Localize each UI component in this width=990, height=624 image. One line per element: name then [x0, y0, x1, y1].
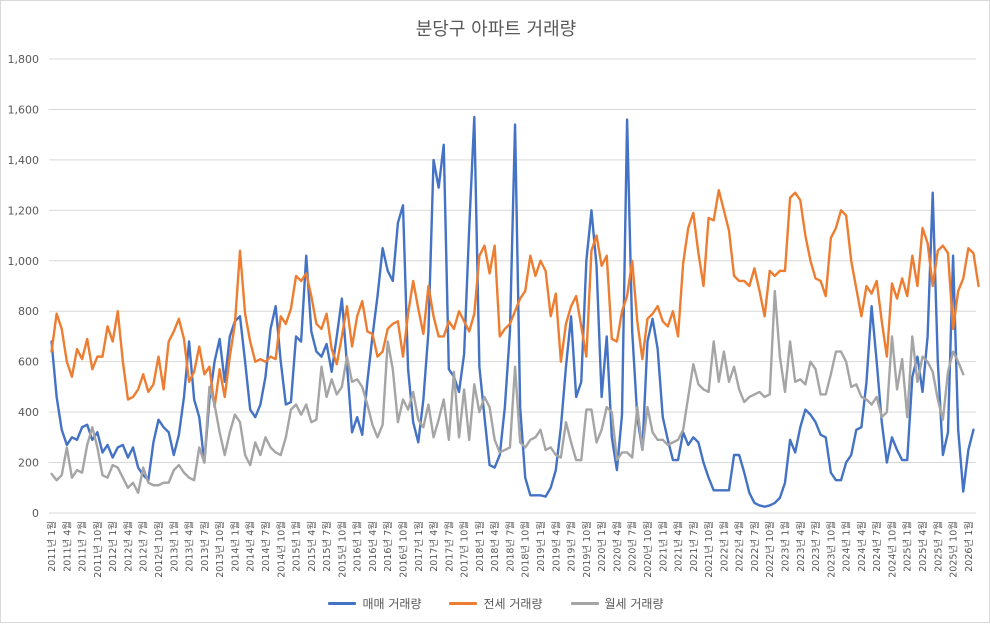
y-tick-label: 800	[18, 305, 39, 318]
x-tick-label: 2013년 1월	[168, 521, 180, 572]
x-tick-label: 2011년 10월	[92, 521, 104, 578]
x-tick-label: 2022년 10월	[764, 521, 776, 578]
x-tick-label: 2012년 10월	[153, 521, 165, 578]
x-tick-label: 2020년 4월	[611, 521, 623, 572]
x-tick-label: 2016년 4월	[367, 521, 379, 572]
legend-swatch	[328, 602, 357, 605]
x-tick-label: 2019년 7월	[566, 521, 578, 572]
x-tick-label: 2015년 1월	[291, 521, 303, 572]
series-line-2	[50, 289, 965, 495]
x-axis: 2011년 1월 2011년 4월 2011년 7월 2011년 10월 2012년 1…	[46, 521, 975, 578]
legend: 매매 거래량 전세 거래량 월세 거래량	[1, 595, 990, 612]
x-tick-label: 2014년 1월	[229, 521, 241, 572]
x-tick-label: 2020년 1월	[596, 521, 608, 572]
x-tick-label: 2017년 10월	[459, 521, 471, 578]
y-tick-label: 1,200	[8, 204, 40, 217]
legend-label: 매매 거래량	[362, 597, 422, 611]
x-tick-label: 2021년 1월	[657, 521, 669, 572]
series-line-1	[50, 188, 980, 409]
y-tick-label: 1,600	[8, 103, 40, 116]
y-tick-label: 1,400	[8, 154, 40, 167]
series-line-0	[50, 115, 975, 508]
x-tick-label: 2013년 10월	[214, 521, 226, 578]
x-tick-label: 2013년 7월	[199, 521, 211, 572]
legend-swatch	[570, 602, 599, 605]
x-tick-label: 2013년 4월	[184, 521, 196, 572]
x-tick-label: 2026년 1월	[963, 521, 975, 572]
x-tick-label: 2012년 7월	[138, 521, 150, 572]
x-tick-label: 2011년 4월	[61, 521, 73, 572]
x-tick-label: 2011년 7월	[77, 521, 89, 572]
x-tick-label: 2024년 10월	[886, 521, 898, 578]
x-tick-label: 2016년 10월	[397, 521, 409, 578]
chart-title: 분당구 아파트 거래량	[415, 19, 577, 40]
x-tick-label: 2014년 4월	[245, 521, 257, 572]
x-tick-label: 2015년 7월	[321, 521, 333, 572]
x-tick-label: 2023년 1월	[779, 521, 791, 572]
y-tick-label: 1,000	[8, 255, 40, 268]
x-tick-label: 2022년 7월	[749, 521, 761, 572]
x-tick-label: 2024년 1월	[841, 521, 853, 572]
x-tick-label: 2018년 7월	[504, 521, 516, 572]
x-tick-label: 2025년 10월	[948, 521, 960, 578]
legend-swatch	[449, 602, 478, 605]
legend-item-2: 월세 거래량	[570, 595, 664, 612]
x-tick-label: 2014년 7월	[260, 521, 272, 572]
x-tick-label: 2025년 4월	[917, 521, 929, 572]
x-tick-label: 2015년 4월	[306, 521, 318, 572]
x-tick-label: 2019년 4월	[550, 521, 562, 572]
gridlines	[49, 58, 976, 514]
y-tick-label: 200	[18, 457, 39, 470]
x-tick-label: 2017년 1월	[413, 521, 425, 572]
y-tick-label: 0	[32, 507, 39, 520]
x-tick-label: 2017년 7월	[443, 521, 455, 572]
x-tick-label: 2019년 10월	[581, 521, 593, 578]
x-tick-label: 2019년 1월	[535, 521, 547, 572]
legend-label: 월세 거래량	[604, 597, 664, 611]
x-tick-label: 2023년 4월	[795, 521, 807, 572]
x-tick-label: 2015년 10월	[336, 521, 348, 578]
x-tick-label: 2025년 1월	[902, 521, 914, 572]
x-tick-label: 2018년 4월	[489, 521, 501, 572]
x-tick-label: 2023년 7월	[810, 521, 822, 572]
x-tick-label: 2014년 10월	[275, 521, 287, 578]
x-tick-label: 2024년 4월	[856, 521, 868, 572]
x-tick-label: 2021년 4월	[673, 521, 685, 572]
x-tick-label: 2020년 10월	[642, 521, 654, 578]
x-tick-label: 2018년 10월	[520, 521, 532, 578]
x-tick-label: 2016년 7월	[382, 521, 394, 572]
y-tick-label: 600	[18, 356, 39, 369]
x-tick-label: 2023년 10월	[825, 521, 837, 578]
x-tick-label: 2011년 1월	[46, 521, 58, 572]
x-tick-label: 2025년 7월	[932, 521, 944, 572]
x-tick-label: 2012년 4월	[122, 521, 134, 572]
x-tick-label: 2022년 1월	[718, 521, 730, 572]
legend-item-0: 매매 거래량	[328, 595, 421, 612]
y-axis: 0 200 400 600 800 1,000 1,200 1,400 1,600 1,800	[8, 53, 40, 520]
x-tick-label: 2021년 7월	[688, 521, 700, 572]
x-tick-label: 2022년 4월	[734, 521, 746, 572]
x-tick-label: 2024년 7월	[871, 521, 883, 572]
x-tick-label: 2017년 4월	[428, 521, 440, 572]
y-tick-label: 1,800	[8, 53, 40, 66]
x-tick-label: 2021년 10월	[703, 521, 715, 578]
legend-item-1: 전세 거래량	[449, 595, 543, 612]
x-tick-label: 2020년 7월	[627, 521, 639, 572]
x-tick-label: 2012년 1월	[107, 521, 119, 572]
series-lines	[50, 115, 980, 508]
y-tick-label: 400	[18, 406, 39, 419]
legend-label: 전세 거래량	[483, 597, 543, 611]
x-tick-label: 2018년 1월	[474, 521, 486, 572]
x-tick-label: 2016년 1월	[352, 521, 364, 572]
